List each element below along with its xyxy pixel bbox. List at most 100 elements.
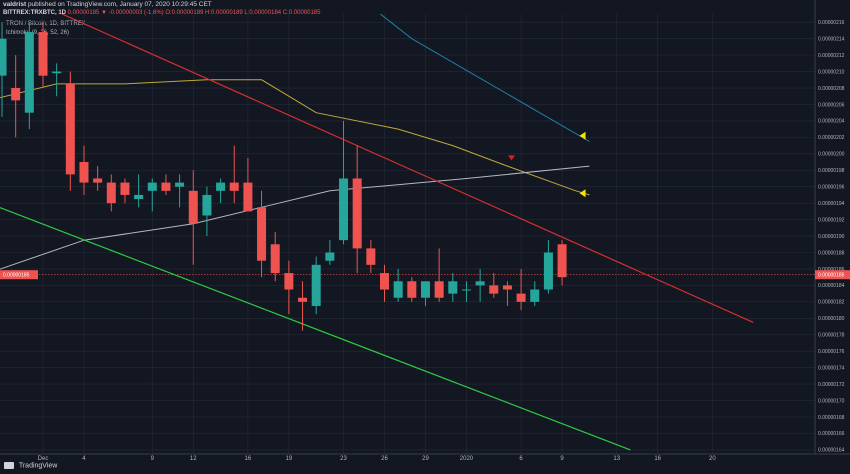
x-tick-label: 9 — [151, 456, 155, 462]
candle-down[interactable] — [366, 248, 376, 265]
last-price-tag-left — [0, 270, 38, 280]
candle-down[interactable] — [380, 273, 389, 290]
y-tick-label: 0.00000184 — [818, 283, 845, 289]
candle-down[interactable] — [65, 83, 75, 175]
candle-down[interactable] — [93, 178, 103, 183]
x-tick-label: 2020 — [460, 456, 474, 462]
y-tick-label: 0.00000188 — [818, 250, 845, 256]
x-tick-label: 19 — [286, 456, 293, 462]
x-tick-label: 16 — [654, 456, 661, 462]
y-tick-label: 0.00000202 — [818, 135, 845, 141]
candle-up[interactable] — [24, 32, 34, 113]
y-tick-label: 0.00000180 — [818, 316, 845, 322]
candle-down[interactable] — [298, 297, 308, 302]
candle-down[interactable] — [434, 281, 444, 298]
x-tick-label: 20 — [709, 456, 716, 462]
candle-down[interactable] — [229, 182, 239, 191]
x-tick-label: 13 — [613, 456, 620, 462]
y-tick-label: 0.00000200 — [818, 152, 845, 158]
y-tick-label: 0.00000176 — [818, 349, 845, 355]
y-tick-label: 0.00000208 — [818, 86, 845, 92]
x-tick-label: 12 — [190, 456, 197, 462]
candle-up[interactable] — [393, 281, 403, 298]
x-tick-label: 4 — [82, 456, 86, 462]
y-tick-label: 0.00000190 — [818, 234, 845, 240]
symbol-label[interactable]: BITTREX:TRXBTC, 1D — [3, 10, 66, 16]
x-tick-label: 6 — [519, 456, 523, 462]
candle-down[interactable] — [106, 182, 116, 204]
candle-up[interactable] — [311, 264, 321, 306]
candle-down[interactable] — [352, 178, 362, 249]
candle-up[interactable] — [52, 71, 62, 74]
y-tick-label: 0.00000182 — [818, 300, 845, 306]
y-tick-label: 0.00000172 — [818, 382, 845, 388]
publish-text: published on TradingView.com, January 07… — [27, 1, 212, 8]
candle-up[interactable] — [175, 182, 185, 187]
last-price-label-right: 0.00000185 — [818, 273, 845, 279]
footer-brand: TradingView — [4, 462, 57, 469]
symbol-line: BITTREX:TRXBTC, 1D 0.00000185 ▼ -0.00000… — [3, 10, 320, 16]
candle-down[interactable] — [489, 285, 499, 294]
tradingview-logo-icon — [4, 462, 14, 469]
candle-down[interactable] — [11, 88, 21, 101]
y-tick-label: 0.00000174 — [818, 365, 845, 371]
candle-down[interactable] — [502, 285, 512, 290]
candle-down[interactable] — [120, 182, 130, 195]
y-tick-label: 0.00000194 — [818, 201, 845, 207]
candle-up[interactable] — [543, 252, 553, 290]
y-tick-label: 0.00000204 — [818, 119, 845, 125]
candle-down[interactable] — [407, 281, 417, 298]
candle-down[interactable] — [243, 182, 253, 212]
ichimoku-span-b-line — [379, 14, 590, 142]
candle-down[interactable] — [161, 182, 171, 191]
candle-up[interactable] — [530, 289, 540, 302]
candle-up[interactable] — [448, 281, 458, 294]
red-marker-icon — [508, 155, 516, 161]
candle-up[interactable] — [134, 194, 144, 200]
last-price-label-left: 0.00000185 — [3, 273, 30, 279]
candle-down[interactable] — [270, 244, 280, 274]
candle-up[interactable] — [0, 38, 7, 76]
y-tick-label: 0.00000210 — [818, 69, 845, 75]
candle-up[interactable] — [420, 281, 430, 298]
candle-down[interactable] — [516, 293, 526, 302]
plot-area — [0, 14, 815, 451]
candle-up[interactable] — [325, 252, 335, 261]
candle-up[interactable] — [216, 182, 226, 191]
publish-info: valdrist published on TradingView.com, J… — [3, 1, 212, 8]
y-tick-label: 0.00000206 — [818, 102, 845, 108]
x-tick-label: 29 — [422, 456, 429, 462]
y-tick-label: 0.00000192 — [818, 217, 845, 223]
y-tick-label: 0.00000216 — [818, 20, 845, 26]
y-tick-label: 0.00000198 — [818, 168, 845, 174]
y-tick-label: 0.00000214 — [818, 36, 845, 42]
x-tick-label: 16 — [245, 456, 252, 462]
candle-down[interactable] — [79, 162, 89, 183]
chart-title: TRON / Bitcoin, 1D, BITTREX — [6, 21, 86, 27]
support-trendline — [0, 207, 631, 451]
indicator-label[interactable]: Ichimoku (9, 26, 52, 26) — [6, 30, 70, 36]
candle-up[interactable] — [202, 194, 212, 216]
candle-up[interactable] — [147, 182, 157, 191]
candle-down[interactable] — [38, 32, 48, 76]
candle-down[interactable] — [557, 244, 567, 278]
candle-up[interactable] — [461, 289, 471, 291]
y-tick-label: 0.00000166 — [818, 431, 845, 437]
x-tick-label: Dec — [38, 456, 49, 462]
publisher-name[interactable]: valdrist — [3, 1, 27, 8]
yellow-marker-icon — [579, 189, 586, 198]
chart-header: valdrist published on TradingView.com, J… — [0, 0, 850, 44]
resistance-trendline — [60, 14, 754, 323]
yellow-marker-icon — [579, 131, 586, 140]
x-tick-label: 9 — [560, 456, 564, 462]
candle-up[interactable] — [475, 281, 485, 286]
y-tick-label: 0.00000196 — [818, 185, 845, 191]
ohlc-values: 0.00000185 ▼ -0.00000003 (-1.6%) O:0.000… — [67, 10, 321, 16]
candle-down[interactable] — [257, 207, 267, 261]
candle-down[interactable] — [188, 190, 198, 224]
candle-down[interactable] — [284, 273, 294, 290]
y-tick-label: 0.00000178 — [818, 333, 845, 339]
last-price-tag-right — [815, 270, 850, 280]
candle-up[interactable] — [339, 178, 349, 241]
